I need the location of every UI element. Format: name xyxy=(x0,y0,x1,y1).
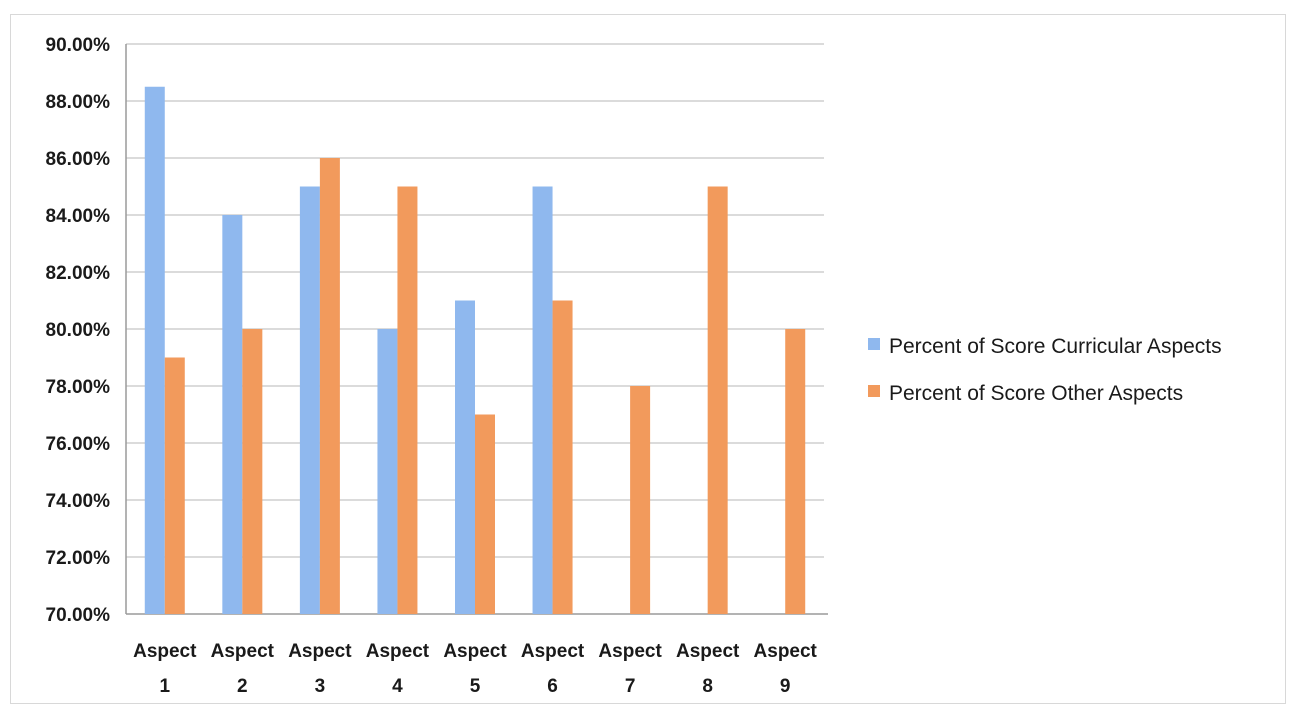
legend-label: Percent of Score Curricular Aspects xyxy=(889,335,1222,358)
y-tick-label: 72.00% xyxy=(46,548,111,569)
legend-label: Percent of Score Other Aspects xyxy=(889,382,1183,405)
x-category-label-line1: Aspect xyxy=(676,641,740,662)
y-tick-label: 76.00% xyxy=(46,434,111,455)
x-category-label-line2: 7 xyxy=(625,676,636,697)
x-category-label-line2: 8 xyxy=(702,676,713,697)
legend-swatch xyxy=(868,385,880,397)
x-category-label-line1: Aspect xyxy=(443,641,507,662)
bar-other-aspect-1 xyxy=(164,357,185,614)
x-category-label-line2: 3 xyxy=(315,676,326,697)
bar-curricular-aspect-4 xyxy=(377,329,398,614)
x-category-label-line1: Aspect xyxy=(598,641,662,662)
y-tick-label: 84.00% xyxy=(46,206,111,227)
legend: Percent of Score Curricular Aspects Perce… xyxy=(868,335,1222,405)
y-tick-label: 80.00% xyxy=(46,320,111,341)
x-category-label-line2: 6 xyxy=(547,676,558,697)
x-axis-category-labels: Aspect 1 Aspect 2 Aspect 3 Aspect 4 Aspect 5 Aspec… xyxy=(133,641,817,697)
x-category-label-line1: Aspect xyxy=(366,641,430,662)
y-tick-label: 88.00% xyxy=(46,92,111,113)
x-category-label-line1: Aspect xyxy=(754,641,818,662)
bar-other-aspect-2 xyxy=(242,329,263,614)
x-category-label-line1: Aspect xyxy=(288,641,352,662)
y-tick-label: 90.00% xyxy=(46,35,111,56)
y-tick-label: 82.00% xyxy=(46,263,111,284)
bar-curricular-aspect-2 xyxy=(222,215,243,614)
bar-other-aspect-9 xyxy=(785,329,806,614)
chart-frame xyxy=(10,14,1286,704)
x-category-label-line2: 4 xyxy=(392,676,403,697)
bar-other-aspect-6 xyxy=(552,300,573,614)
bar-other-aspect-7 xyxy=(630,386,651,614)
x-category-label-line2: 9 xyxy=(780,676,791,697)
y-tick-label: 74.00% xyxy=(46,491,111,512)
bar-curricular-aspect-6 xyxy=(532,186,553,614)
x-category-label-line2: 5 xyxy=(470,676,481,697)
bar-curricular-aspect-1 xyxy=(144,86,165,614)
bar-other-aspect-3 xyxy=(319,158,340,614)
x-category-label-line1: Aspect xyxy=(133,641,197,662)
bars xyxy=(144,86,806,614)
bar-curricular-aspect-5 xyxy=(455,300,475,614)
x-category-label-line1: Aspect xyxy=(211,641,275,662)
legend-swatch xyxy=(868,338,880,350)
x-category-label-line2: 2 xyxy=(237,676,248,697)
bar-curricular-aspect-3 xyxy=(299,186,320,614)
y-tick-label: 70.00% xyxy=(46,605,111,626)
bar-other-aspect-8 xyxy=(707,186,728,614)
bar-other-aspect-4 xyxy=(397,186,418,614)
y-tick-label: 86.00% xyxy=(46,149,111,170)
x-category-label-line1: Aspect xyxy=(521,641,585,662)
bar-other-aspect-5 xyxy=(475,414,495,614)
x-category-label-line2: 1 xyxy=(159,676,170,697)
y-axis-tick-labels: 90.00% 88.00% 86.00% 84.00% 82.00% 80.00% 78.0… xyxy=(46,35,111,626)
y-tick-label: 78.00% xyxy=(46,377,111,398)
